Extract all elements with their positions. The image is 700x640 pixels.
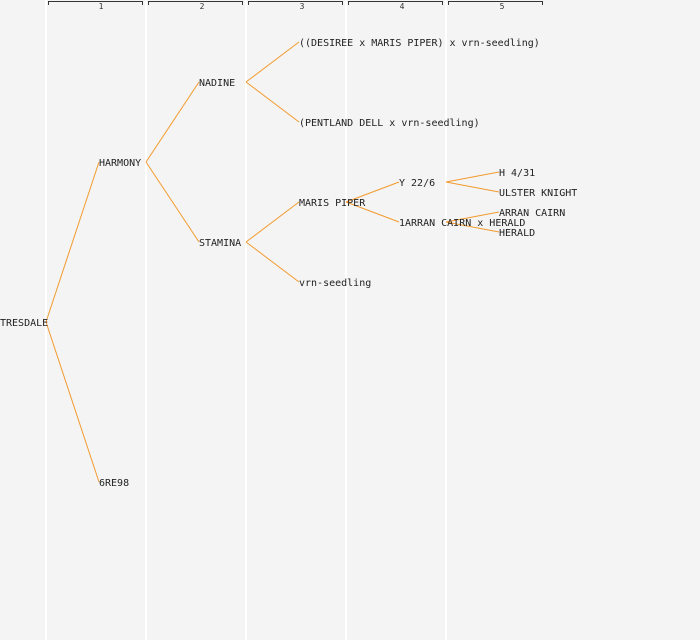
link-y226-ulster-knight <box>445 181 500 193</box>
node-h431[interactable]: H 4/31 <box>499 168 535 179</box>
generation-header <box>48 1 543 5</box>
node-tresdale[interactable]: TRESDALE <box>0 318 48 329</box>
link-nadine-parent-2 <box>245 81 300 123</box>
link-stamina-vrn-seedling <box>245 241 300 283</box>
link-maris-piper-y226 <box>345 181 400 203</box>
header-bracket-1 <box>48 1 143 5</box>
header-bracket-2 <box>148 1 243 5</box>
link-tresdale-6re98 <box>45 321 100 483</box>
link-nadine-parent-1 <box>245 41 300 83</box>
link-arran-cross-arran-cairn <box>445 211 500 223</box>
node-6re98[interactable]: 6RE98 <box>99 478 129 489</box>
header-bracket-4 <box>348 1 443 5</box>
node-maris-piper[interactable]: MARIS PIPER <box>299 198 366 209</box>
node-desiree-cross[interactable]: ((DESIREE x MARIS PIPER) x vrn-seedling) <box>299 38 540 49</box>
node-y226[interactable]: Y 22/6 <box>399 178 435 189</box>
generation-columns <box>45 0 447 640</box>
generation-label-2: 2 <box>200 2 205 11</box>
node-nadine[interactable]: NADINE <box>199 78 235 89</box>
node-harmony[interactable]: HARMONY <box>99 158 141 169</box>
link-harmony-stamina <box>145 161 200 243</box>
node-arran-cairn-cross[interactable]: 1ARRAN CAIRN x HERALD <box>399 218 525 229</box>
link-tresdale-harmony <box>45 161 100 323</box>
link-harmony-nadine <box>145 81 200 163</box>
node-herald[interactable]: HERALD <box>499 228 535 239</box>
header-bracket-3 <box>248 1 343 5</box>
link-maris-piper-arran-cross <box>345 201 400 223</box>
generation-header-labels: 1 2 3 4 5 <box>99 2 505 11</box>
node-ulster-knight[interactable]: ULSTER KNIGHT <box>499 188 577 199</box>
generation-label-4: 4 <box>400 2 405 11</box>
node-stamina[interactable]: STAMINA <box>199 238 241 249</box>
link-stamina-maris-piper <box>245 201 300 243</box>
node-pentland-dell-cross[interactable]: (PENTLAND DELL x vrn-seedling) <box>299 118 480 129</box>
generation-label-1: 1 <box>99 2 104 11</box>
node-vrn-seedling[interactable]: vrn-seedling <box>299 278 371 289</box>
pedigree-nodes: TRESDALE HARMONY 6RE98 NADINE STAMINA ((… <box>0 38 577 489</box>
header-bracket-5 <box>448 1 543 5</box>
pedigree-links <box>45 41 500 483</box>
generation-label-5: 5 <box>500 2 505 11</box>
link-y226-h431 <box>445 171 500 183</box>
link-arran-cross-herald <box>445 221 500 233</box>
node-arran-cairn[interactable]: ARRAN CAIRN <box>499 208 565 219</box>
generation-label-3: 3 <box>300 2 305 11</box>
